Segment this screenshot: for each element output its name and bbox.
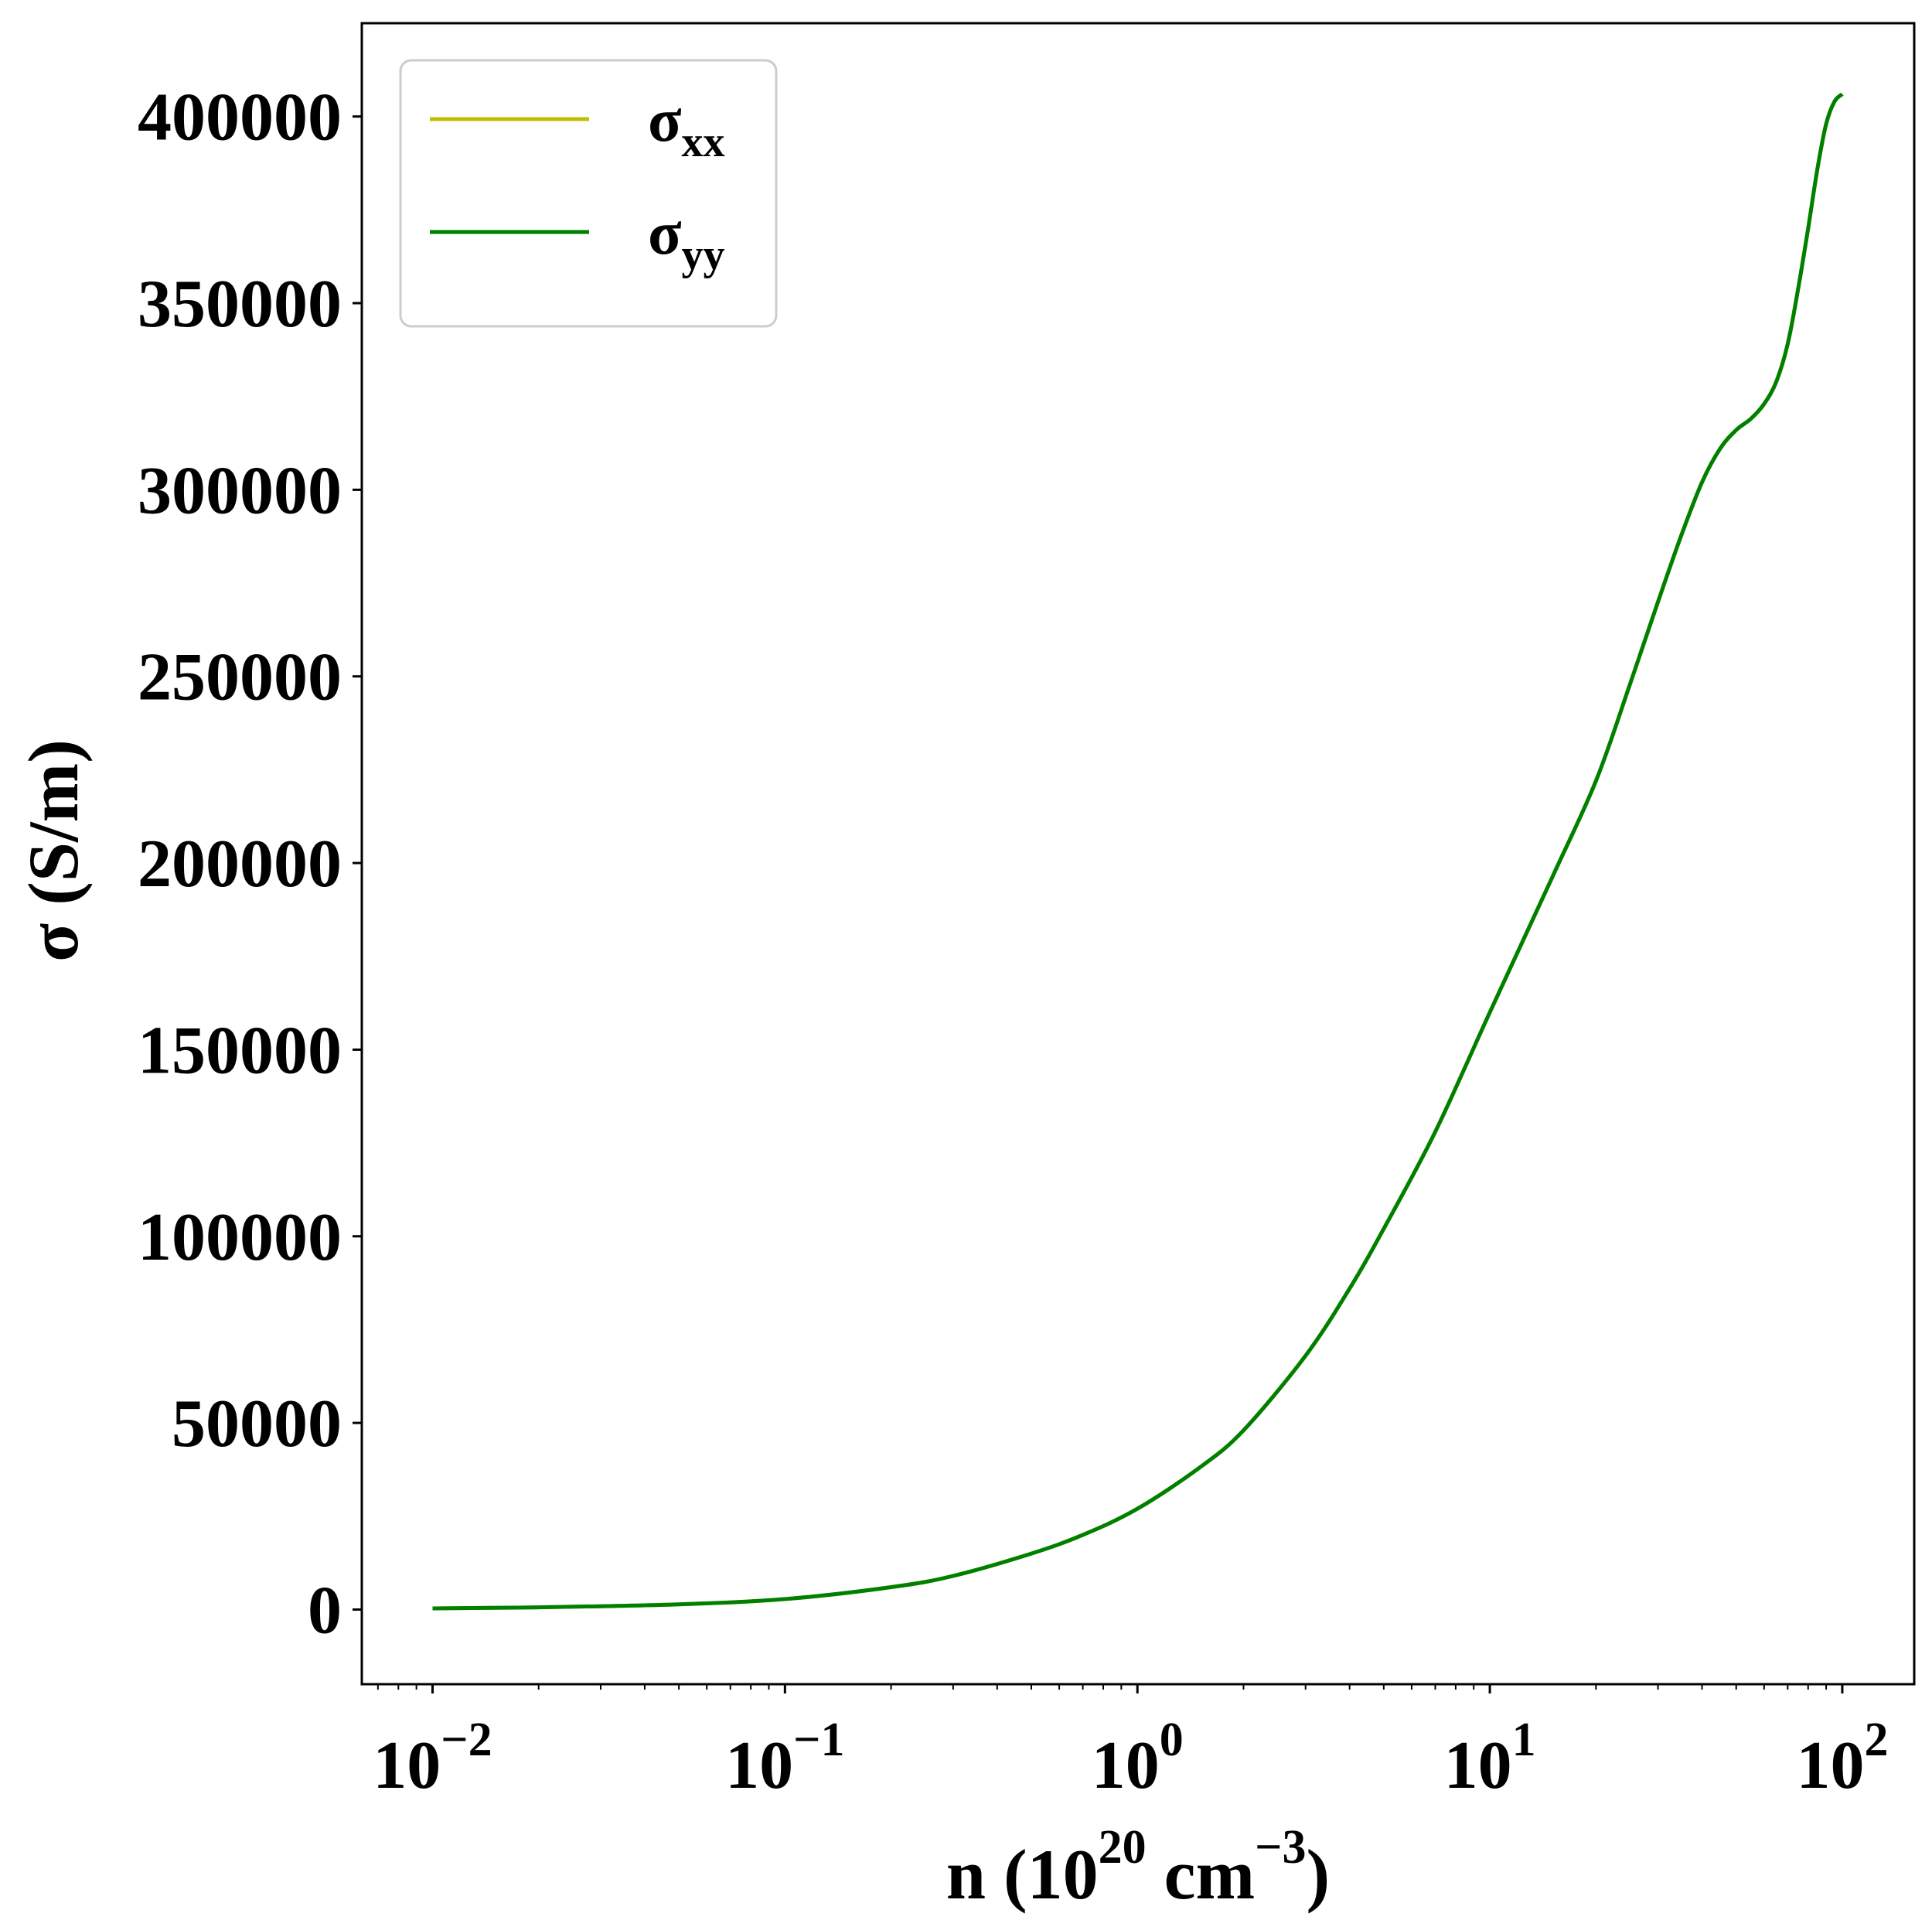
y-tick-label-5: 250000 [138,640,342,715]
x-axis-title: n (1020 cm−3) [946,1821,1330,1914]
y-tick-label-1: 50000 [172,1386,342,1461]
y-axis-title: σ (S/m) [14,739,93,962]
x-tick-label-4: 102 [1796,1714,1888,1803]
x-tick-label-1: 10−1 [725,1714,844,1803]
legend-box [399,59,778,328]
legend-label-sigma-yy: σyy [648,200,725,279]
y-tick-label-6: 300000 [138,453,342,528]
series-line-1 [432,92,1844,1611]
series-layer [432,92,1844,1611]
legend-label-sigma-xx: σxx [648,87,725,166]
plot-frame [360,22,1916,1686]
y-tick-label-0: 0 [308,1573,342,1648]
x-tick-label-0: 10−2 [373,1714,492,1803]
y-tick-label-7: 350000 [138,267,342,342]
y-tick-label-8: 400000 [138,80,342,155]
x-tick-label-2: 100 [1092,1714,1184,1803]
x-tick-label-3: 101 [1444,1714,1536,1803]
ticks-layer: 0 50000 100000 150000 200000 250000 300000 3500… [138,80,1888,1803]
legend: σxx σyy [399,59,778,328]
y-tick-label-2: 100000 [138,1200,342,1275]
y-tick-label-3: 150000 [138,1013,342,1088]
y-tick-label-4: 200000 [138,827,342,902]
